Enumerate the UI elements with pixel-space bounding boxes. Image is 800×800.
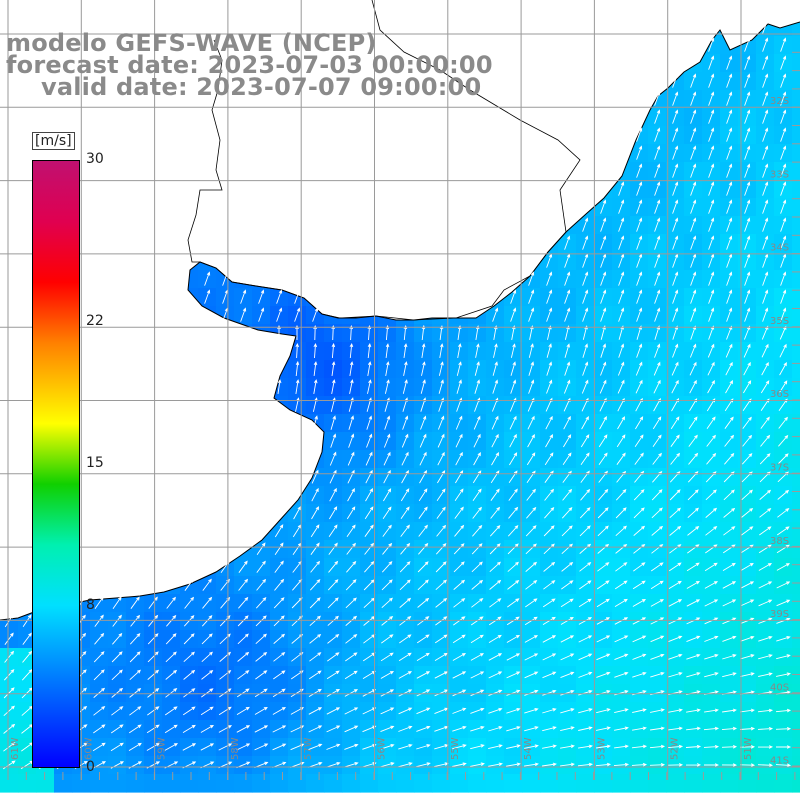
- latitude-label: 32S: [770, 96, 789, 107]
- colorbar-tick-label: 15: [86, 455, 104, 471]
- longitude-label: 56W: [377, 737, 388, 760]
- latitude-label: 36S: [770, 389, 789, 400]
- colorbar-tick-label: 30: [86, 151, 104, 167]
- lat-lon-grid: [0, 0, 800, 780]
- longitude-label: 57W: [303, 737, 314, 760]
- colorbar-tick-label: 0: [86, 759, 95, 775]
- latitude-label: 33S: [770, 169, 789, 180]
- latitude-label: 38S: [770, 536, 789, 547]
- valid-date: valid date: 2023-07-07 09:00:00: [41, 73, 482, 101]
- land-area: [0, 0, 800, 620]
- latitude-label: 35S: [770, 316, 789, 327]
- latitude-label: 41S: [770, 756, 789, 767]
- longitude-label: 51W: [743, 737, 754, 760]
- colorbar: [32, 160, 80, 768]
- colorbar-tick-label: 8: [86, 596, 95, 613]
- wind-arrows: [2, 19, 792, 770]
- colorbar-unit: [m/s]: [32, 132, 75, 150]
- latitude-label: 34S: [770, 243, 789, 254]
- longitude-label: 55W: [450, 737, 461, 760]
- longitude-label: 61W: [10, 737, 21, 760]
- longitude-label: 53W: [596, 737, 607, 760]
- colorbar-gradient: [33, 161, 79, 767]
- model-title: modelo GEFS-WAVE (NCEP): [6, 29, 377, 57]
- longitude-label: 58W: [230, 737, 241, 760]
- latitude-label: 40S: [770, 682, 789, 693]
- forecast-date: forecast date: 2023-07-03 00:00:00: [6, 51, 493, 79]
- longitude-label: 52W: [670, 737, 681, 760]
- latitude-label: 37S: [770, 463, 789, 474]
- longitude-label: 60W: [83, 737, 94, 760]
- longitude-label: 59W: [157, 737, 168, 760]
- colorbar-tick-label: 22: [86, 313, 104, 330]
- latitude-label: 39S: [770, 609, 789, 620]
- longitude-label: 54W: [523, 737, 534, 760]
- country-border: [187, 0, 581, 321]
